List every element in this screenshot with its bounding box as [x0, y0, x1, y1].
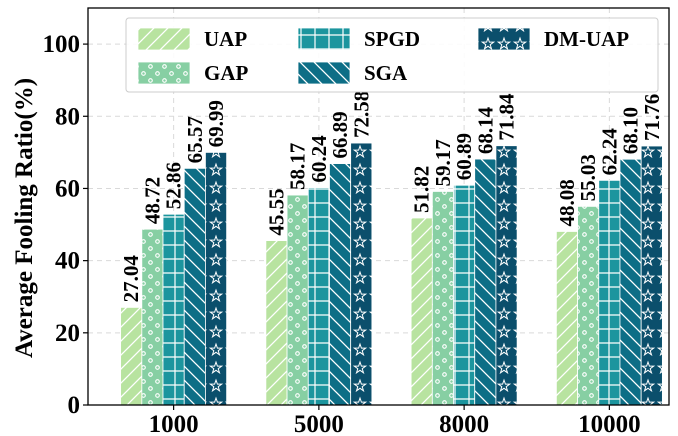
- data-label: 48.72: [140, 177, 164, 224]
- bar-hatch: [307, 187, 330, 406]
- bar-hatch: [265, 240, 288, 406]
- y-tick-label: 40: [55, 248, 80, 275]
- bar-hatch: [495, 145, 518, 406]
- y-tick-label: 0: [68, 392, 81, 419]
- data-label: 71.84: [495, 93, 519, 141]
- data-label: 68.14: [473, 106, 497, 154]
- data-label: 66.89: [328, 111, 352, 158]
- bar-hatch: [598, 179, 621, 406]
- y-tick-label: 100: [43, 31, 81, 58]
- y-tick-label: 80: [55, 103, 80, 130]
- data-label: 69.99: [204, 100, 228, 147]
- legend-swatch-hatch: [477, 27, 531, 51]
- data-labels: 27.04 45.55 51.82 48.08 48.72 58.17 59.17 55.03…: [119, 91, 664, 303]
- data-label: 59.17: [431, 139, 455, 186]
- bar-hatch: [453, 184, 476, 406]
- bar-hatch: [640, 145, 663, 406]
- legend-label-sga: SGA: [364, 61, 408, 85]
- x-tick-label: 1000: [149, 411, 199, 436]
- bar-hatch: [286, 194, 309, 406]
- data-label: 52.86: [162, 162, 186, 209]
- bar-hatch: [410, 217, 433, 406]
- data-label: 68.10: [619, 107, 643, 154]
- bar-hatch: [162, 213, 185, 406]
- data-label: 62.24: [597, 128, 621, 176]
- bar-hatch: [350, 142, 373, 406]
- bar-hatch: [205, 151, 228, 406]
- data-label: 55.03: [576, 154, 600, 201]
- data-label: 45.55: [264, 188, 288, 235]
- data-label: 27.04: [119, 255, 143, 303]
- bars: [120, 142, 663, 406]
- bar-hatch: [619, 158, 642, 406]
- data-label: 51.82: [410, 166, 434, 213]
- y-tick-label: 60: [55, 175, 80, 202]
- y-tick-label: 20: [55, 320, 80, 347]
- bar-hatch: [431, 191, 454, 406]
- legend-label-uap: UAP: [204, 27, 247, 51]
- data-label: 48.08: [555, 179, 579, 226]
- bar-hatch: [577, 205, 600, 406]
- bar-hatch: [474, 158, 497, 406]
- data-label: 71.76: [640, 94, 664, 141]
- legend-swatch-hatch: [137, 61, 191, 85]
- legend-label-gap: GAP: [204, 61, 249, 85]
- data-label: 65.57: [183, 116, 207, 163]
- legend-swatch-hatch: [137, 27, 191, 51]
- x-tick-label: 8000: [439, 411, 489, 436]
- legend-swatch-hatch: [297, 61, 351, 85]
- bar-hatch: [141, 228, 164, 406]
- bar-hatch: [183, 167, 206, 406]
- data-label: 60.89: [452, 133, 476, 180]
- bar-hatch: [329, 163, 352, 406]
- x-tick-label: 10000: [578, 411, 641, 436]
- y-axis-label: Average Fooling Ratio(%): [11, 78, 38, 358]
- data-label: 72.58: [349, 91, 373, 138]
- legend: UAP GAP SPGD SGA DM-UAP: [125, 17, 659, 93]
- legend-label-dm-uap: DM-UAP: [544, 27, 629, 51]
- x-tick-label: 5000: [294, 411, 344, 436]
- bar-hatch: [555, 231, 578, 406]
- legend-label-spgd: SPGD: [364, 27, 420, 51]
- bar-hatch: [120, 307, 143, 406]
- axes: 0 20 40 60 80 100 1000 5000 8000 10000: [43, 7, 670, 436]
- legend-swatch-hatch: [297, 27, 351, 51]
- plot-frame: [87, 7, 670, 406]
- data-label: 60.24: [307, 135, 331, 183]
- data-label: 58.17: [286, 143, 310, 190]
